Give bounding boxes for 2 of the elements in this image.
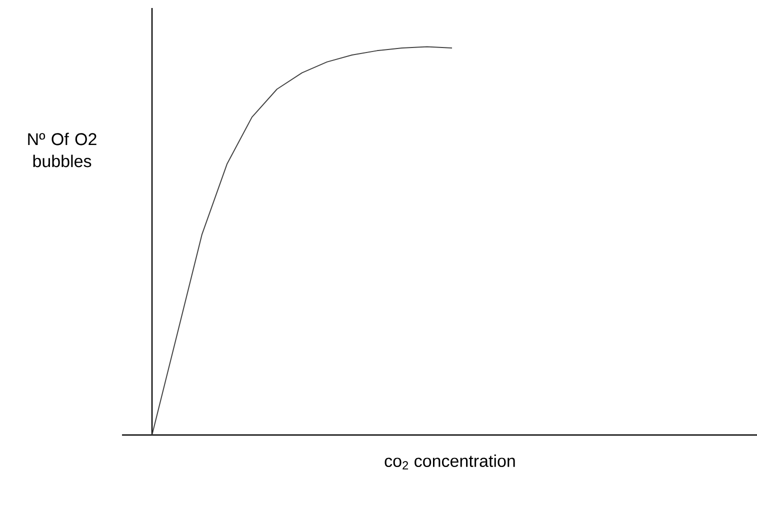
y-axis-title: Nº Of O2 bubbles — [28, 132, 96, 168]
x-axis-title: co$_{2}$ concentration — [384, 454, 515, 470]
